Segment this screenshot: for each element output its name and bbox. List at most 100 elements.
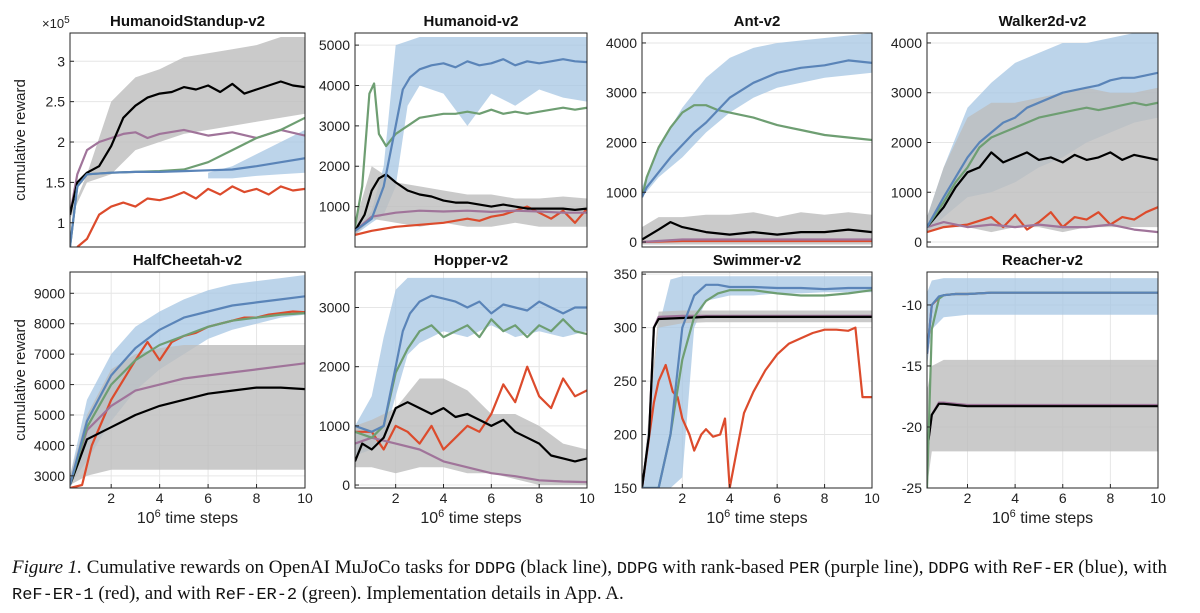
series-line-ddpg <box>70 386 305 486</box>
y-tick-label: 1 <box>57 215 65 231</box>
y-tick-label: 1000 <box>891 184 922 200</box>
caption-code: DDPG <box>928 560 970 579</box>
series-line-ddpg <box>927 402 1158 452</box>
series-line-ref-er <box>642 283 872 488</box>
y-tick-label: -10 <box>902 297 922 313</box>
x-tick-label: 6 <box>487 490 495 506</box>
y-tick-label: 2 <box>57 134 65 150</box>
x-tick-label: 8 <box>535 490 543 506</box>
chart-title: Walker2d-v2 <box>999 13 1087 30</box>
y-tick-label: 1000 <box>319 418 350 434</box>
series-line-ref-er-1 <box>642 239 872 244</box>
blue-confidence-band <box>208 129 305 179</box>
figure-panel-grid: 1 1.5 2 2.5 3 HumanoidStandup-v2 cumulative re… <box>12 13 1166 527</box>
y-tick-label: -15 <box>902 358 922 374</box>
y-tick-label: 0 <box>342 477 350 493</box>
series-line-ref-er <box>70 295 305 486</box>
y-tick-label: 2000 <box>319 359 350 375</box>
series-line-ref-er-1 <box>70 310 305 488</box>
y-tick-label: 0 <box>914 234 922 250</box>
series-line-ddpg <box>355 401 587 463</box>
chart-title: HumanoidStandup-v2 <box>110 13 265 30</box>
caption-text: (blue), with <box>1073 557 1167 578</box>
chart-title: Ant-v2 <box>734 13 781 30</box>
x-tick-label: 2 <box>107 490 115 506</box>
x-tick-label: 8 <box>821 490 829 506</box>
y-tick-label: 5000 <box>34 407 65 423</box>
blue-confidence-band <box>927 278 1158 366</box>
x-tick-label: 6 <box>773 490 781 506</box>
series-line-ddpg <box>927 151 1158 228</box>
plot-content <box>642 276 872 488</box>
chart-panel-3: 0 1000 2000 3000 4000 Ant-v2 <box>606 13 873 250</box>
caption-text: (purple line), <box>819 557 929 578</box>
y-tick-label: 350 <box>614 266 638 282</box>
y-tick-label: 6000 <box>34 377 65 393</box>
x-tick-label: 2 <box>678 490 686 506</box>
series-line-ref-er <box>927 71 1158 228</box>
gray-confidence-band <box>642 212 872 245</box>
series-line-ref-er-2 <box>70 312 305 486</box>
gray-confidence-band <box>355 166 587 235</box>
y-tick-label: 5000 <box>319 37 350 53</box>
plot-content <box>927 33 1158 234</box>
series-line-per <box>927 221 1158 234</box>
gray-confidence-band <box>927 359 1158 488</box>
y-tick-label: 7000 <box>34 346 65 362</box>
y-tick-label: 4000 <box>319 77 350 93</box>
plot-content <box>70 37 305 247</box>
x-tick-label: 6 <box>1059 490 1067 506</box>
series-line-ref-er-1 <box>355 205 587 236</box>
x-axis-label: 106 time steps <box>992 508 1093 527</box>
series-line-ref-er-2 <box>927 101 1158 228</box>
chart-panel-1: 1 1.5 2 2.5 3 HumanoidStandup-v2 cumulative re… <box>12 13 306 248</box>
chart-panel-8: -25 -20 -15 -10 2 4 6 8 10 Reacher-v2 106 time ste… <box>902 252 1166 527</box>
y-tick-label: 300 <box>614 320 638 336</box>
x-axis-label: 106 time steps <box>137 508 238 527</box>
caption-code: DDPG <box>474 560 516 579</box>
series-line-per <box>355 209 587 232</box>
y-tick-label: 8000 <box>34 316 65 332</box>
y-tick-label: 4000 <box>606 35 637 51</box>
y-tick-label: 3000 <box>319 300 350 316</box>
chart-panel-4: 0 1000 2000 3000 4000 Walker2d-v2 <box>891 13 1159 250</box>
caption-label: Figure 1. <box>12 557 83 578</box>
series-line-per <box>355 436 587 484</box>
y-tick-label: 2000 <box>319 158 350 174</box>
series-line-per <box>642 238 872 244</box>
y-tick-label: 3000 <box>34 468 65 484</box>
series-line-ref-er <box>355 58 587 232</box>
axes-box <box>926 32 1159 248</box>
plot-content <box>355 277 587 485</box>
axes-box <box>641 271 873 489</box>
y-tick-label: 3 <box>57 53 65 69</box>
series-line-ddpg <box>70 80 305 215</box>
caption-code: ReF-ER-1 <box>12 586 94 605</box>
blue-confidence-band <box>642 276 872 488</box>
series-line-ref-er-1 <box>355 365 587 451</box>
caption-text: with rank-based <box>657 557 789 578</box>
gray-confidence-band <box>70 37 305 219</box>
y-tick-label: 3000 <box>606 85 637 101</box>
chart-panel-7: 150 200 250 300 350 2 4 6 8 10 Swimmer-v2 106 time … <box>614 252 880 527</box>
figure-caption: Figure 1. Cumulative rewards on OpenAI M… <box>12 556 1190 608</box>
x-tick-label: 8 <box>253 490 261 506</box>
chart-title: HalfCheetah-v2 <box>133 252 242 269</box>
series-line-ref-er-2 <box>355 82 587 227</box>
caption-code: ReF-ER-2 <box>215 586 298 605</box>
y-tick-label: 1.5 <box>46 174 66 190</box>
chart-title: Hopper-v2 <box>434 252 508 269</box>
series-line-ref-er-1 <box>927 206 1158 234</box>
blue-confidence-band <box>355 277 587 456</box>
blue-confidence-band <box>642 33 872 198</box>
plot-content <box>355 37 587 236</box>
caption-code: DDPG <box>616 560 658 579</box>
caption-text: Cumulative rewards on OpenAI MuJoCo task… <box>82 557 475 578</box>
gray-confidence-band <box>70 345 305 485</box>
axis-multiplier: ×105 <box>42 15 70 31</box>
axes-box <box>354 32 588 248</box>
x-tick-label: 4 <box>726 490 734 506</box>
x-axis-label: 106 time steps <box>420 508 521 527</box>
chart-panel-6: 0 1000 2000 3000 2 4 6 8 10 Hopper-v2 106 time ste… <box>319 252 595 527</box>
y-tick-label: 1000 <box>319 199 350 215</box>
